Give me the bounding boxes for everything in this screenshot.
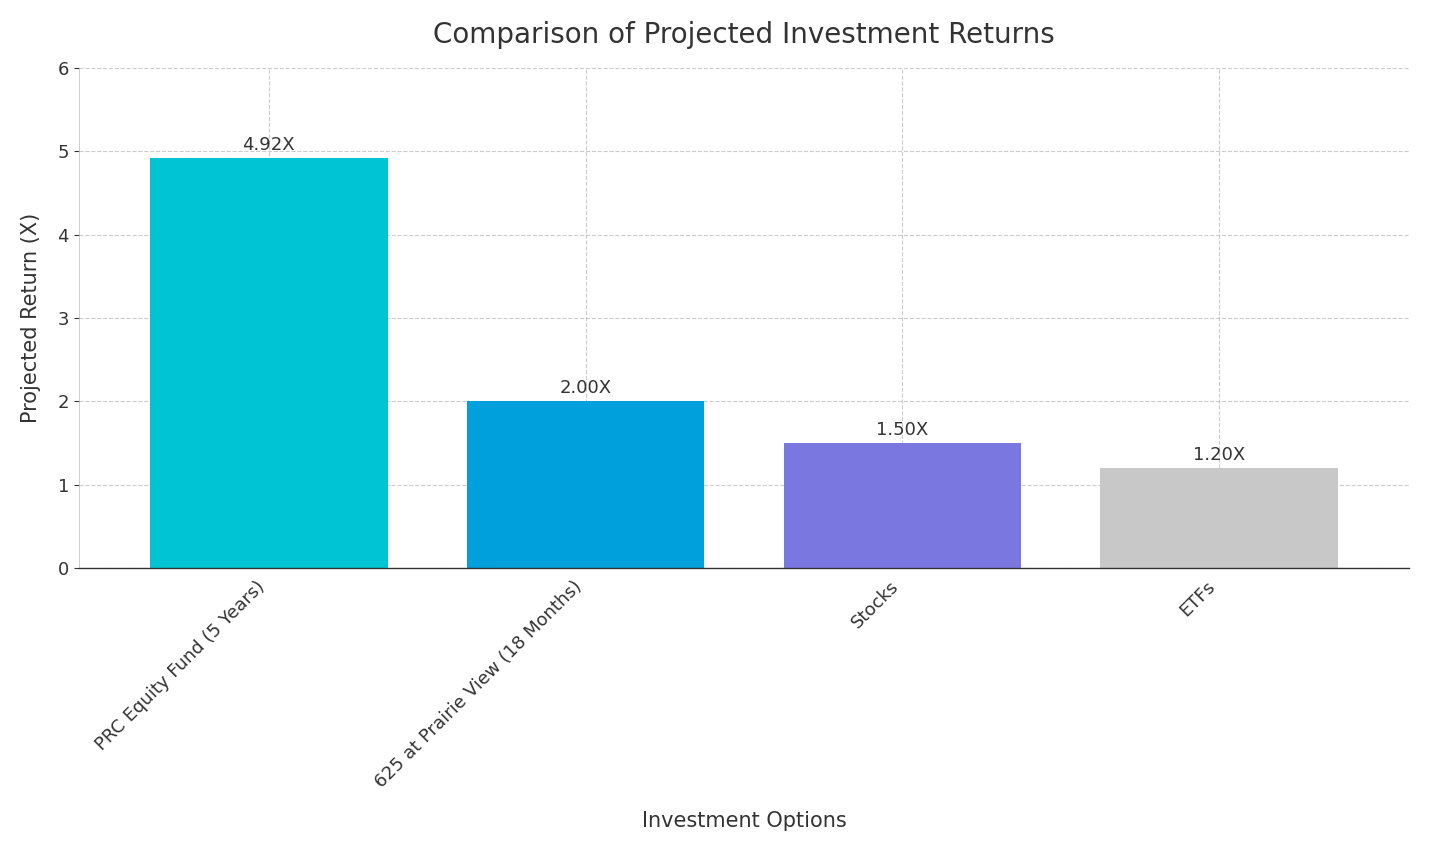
- Bar: [150, 158, 388, 568]
- Text: 1.20X: 1.20X: [1193, 446, 1246, 463]
- Title: Comparison of Projected Investment Returns: Comparison of Projected Investment Retur…: [433, 20, 1055, 49]
- Text: 2.00X: 2.00X: [559, 379, 612, 397]
- Bar: [466, 401, 705, 568]
- Y-axis label: Projected Return (X): Projected Return (X): [21, 213, 41, 423]
- Text: 1.50X: 1.50X: [877, 421, 928, 439]
- X-axis label: Investment Options: Investment Options: [642, 811, 847, 832]
- Text: 4.92X: 4.92X: [243, 135, 295, 153]
- Bar: [1100, 468, 1338, 568]
- Bar: [784, 443, 1021, 568]
